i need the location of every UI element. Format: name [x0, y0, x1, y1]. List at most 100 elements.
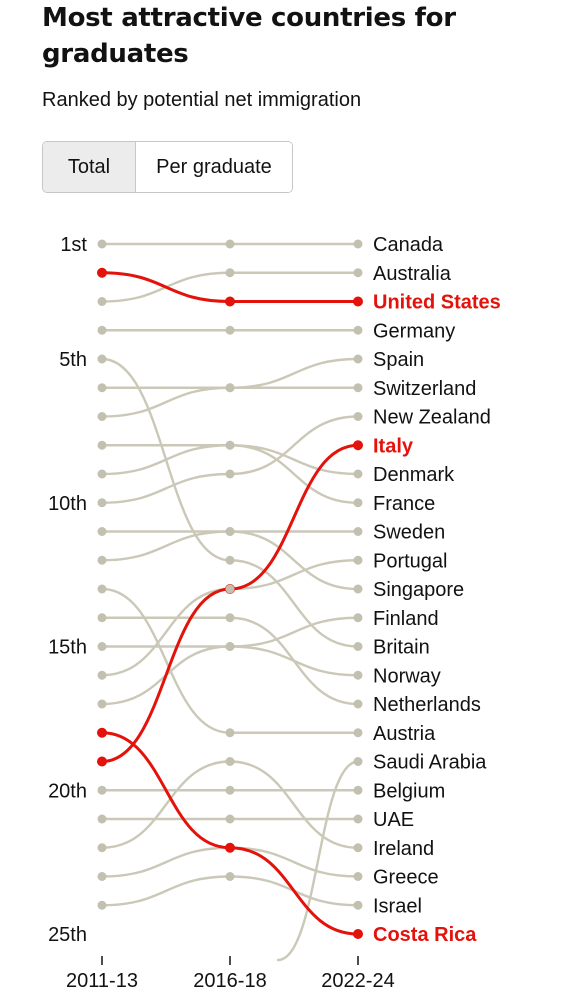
point-costa-rica [97, 727, 107, 738]
point-italy [97, 756, 107, 767]
point-switzerland [225, 383, 235, 393]
point-belgium [225, 785, 235, 795]
point-singapore [97, 527, 107, 536]
point-france [225, 440, 235, 450]
series-label-finland: Finland [373, 608, 439, 630]
point-costa-rica [353, 929, 363, 939]
point-singapore [353, 584, 363, 594]
series-label-sweden: Sweden [373, 522, 445, 544]
series-label-switzerland: Switzerland [373, 378, 476, 400]
point-austria [353, 728, 363, 738]
point-portugal [97, 670, 107, 680]
series-label-netherlands: Netherlands [373, 694, 481, 716]
point-israel [97, 900, 107, 910]
point-sweden [97, 555, 107, 565]
point-finland [97, 699, 107, 709]
point-belgium [97, 785, 107, 795]
point-ireland [97, 843, 107, 853]
series-label-united-states: United States [373, 292, 501, 314]
series-label-belgium: Belgium [373, 780, 445, 802]
series-label-spain: Spain [373, 349, 424, 371]
point-switzerland [353, 383, 363, 393]
tab-per-graduate[interactable]: Per graduate [136, 142, 292, 192]
series-label-ireland: Ireland [373, 838, 434, 860]
point-norway [97, 642, 107, 651]
point-britain [225, 555, 235, 565]
line-saudi-arabia [276, 760, 360, 962]
view-toggle: Total Per graduate [42, 141, 293, 193]
point-israel [225, 872, 235, 881]
chart-subtitle: Ranked by potential net immigration [42, 89, 362, 111]
point-australia [353, 268, 363, 278]
y-tick-label: 20th [48, 780, 87, 802]
point-australia [97, 297, 107, 306]
point-uae [225, 814, 235, 824]
series-label-saudi-arabia: Saudi Arabia [373, 752, 487, 774]
point-germany [353, 325, 363, 335]
series-label-britain: Britain [373, 637, 430, 659]
point-spain [97, 412, 107, 421]
point-france [97, 440, 107, 450]
tab-total[interactable]: Total [43, 142, 136, 192]
point-belgium [353, 785, 363, 795]
y-tick-label: 15th [48, 637, 87, 659]
series-label-portugal: Portugal [373, 550, 448, 572]
series-label-italy: Italy [373, 435, 414, 457]
point-australia [225, 268, 235, 278]
x-tick-label: 2011-13 [66, 970, 138, 992]
line-new-zealand [100, 415, 360, 504]
point-united-states [225, 296, 235, 307]
series-label-norway: Norway [373, 665, 441, 687]
point-norway [353, 670, 363, 680]
point-austria [97, 584, 107, 594]
point-greece [97, 872, 107, 881]
line-austria [100, 587, 360, 734]
series-labels: Canada Australia United States Germany Spain… [373, 234, 501, 946]
point-uae [97, 814, 107, 824]
point-finland [353, 613, 363, 623]
point-greece [353, 872, 363, 881]
point-israel [353, 900, 363, 910]
series-label-canada: Canada [373, 234, 444, 256]
point-ireland [353, 843, 363, 853]
chart-title: Most attractive countries for graduates [42, 3, 456, 69]
point-denmark [97, 469, 107, 479]
point-sweden [353, 527, 363, 536]
y-axis: 1st 5th 10th 15th 20th 25th [48, 234, 87, 946]
point-switzerland [97, 383, 107, 393]
series-label-denmark: Denmark [373, 464, 455, 486]
series-points [97, 239, 363, 939]
series-label-singapore: Singapore [373, 579, 464, 601]
line-britain [100, 357, 360, 648]
series-label-germany: Germany [373, 320, 455, 342]
point-ireland [225, 757, 235, 766]
point-norway [225, 642, 235, 651]
point-new-zealand [353, 412, 363, 421]
x-tick-label: 2022-24 [321, 970, 394, 992]
point-portugal [225, 584, 235, 594]
y-tick-label: 5th [59, 349, 87, 371]
y-tick-label: 25th [48, 924, 87, 946]
point-costa-rica [225, 842, 235, 853]
line-netherlands [100, 616, 360, 706]
point-spain [353, 354, 363, 364]
series-label-uae: UAE [373, 809, 414, 831]
series-label-new-zealand: New Zealand [373, 407, 491, 429]
point-united-states [97, 267, 107, 278]
y-tick-label: 1st [60, 234, 87, 256]
point-new-zealand [225, 469, 235, 479]
point-canada [97, 239, 107, 249]
x-axis: 2011-13 2016-18 2022-24 [66, 956, 395, 992]
point-france [353, 498, 363, 508]
point-britain [353, 642, 363, 651]
point-saudi-arabia [353, 757, 363, 766]
point-canada [353, 239, 363, 249]
series-label-greece: Greece [373, 867, 439, 889]
point-austria [225, 728, 235, 738]
series-label-israel: Israel [373, 895, 422, 917]
point-netherlands [353, 699, 363, 709]
series-label-austria: Austria [373, 723, 436, 745]
point-germany [97, 325, 107, 335]
point-germany [225, 325, 235, 335]
